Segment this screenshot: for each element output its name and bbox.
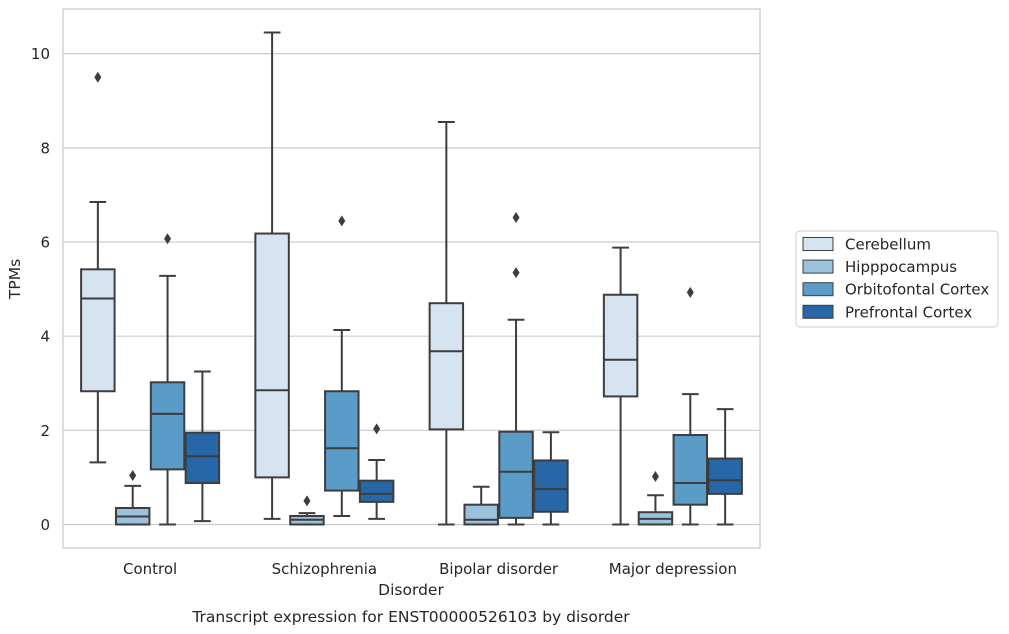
outlier-point bbox=[373, 423, 381, 435]
legend-label: Orbitofontal Cortex bbox=[845, 281, 989, 299]
legend-swatch bbox=[802, 282, 834, 297]
box bbox=[498, 430, 534, 519]
legend-swatch bbox=[802, 259, 834, 274]
box bbox=[358, 479, 395, 503]
legend-label: Prefrontal Cortex bbox=[845, 303, 972, 321]
outlier-point bbox=[338, 215, 346, 227]
legend-swatch bbox=[802, 237, 834, 251]
outlier-point bbox=[512, 267, 520, 279]
x-tick-label: Bipolar disorder bbox=[439, 560, 559, 578]
box bbox=[184, 431, 221, 485]
box bbox=[533, 459, 569, 513]
x-axis-title: Disorder bbox=[378, 581, 444, 599]
box bbox=[602, 293, 639, 398]
box-plot-item bbox=[602, 246, 639, 526]
box-plot-item bbox=[672, 286, 709, 526]
box bbox=[324, 390, 360, 492]
box-plot-item bbox=[533, 431, 569, 526]
box-plot-item bbox=[428, 120, 465, 526]
x-tick-label: Control bbox=[123, 560, 177, 578]
y-tick-label: 10 bbox=[31, 45, 50, 63]
legend-label: Hipppocampus bbox=[845, 258, 957, 276]
legend-frame bbox=[795, 230, 999, 328]
box bbox=[463, 503, 499, 526]
legend-label: Cerebellum bbox=[845, 236, 931, 254]
outlier-point bbox=[651, 470, 659, 482]
box-plot-item bbox=[637, 470, 674, 526]
box-plot-item bbox=[254, 31, 290, 520]
box-plot-item bbox=[358, 423, 395, 520]
outlier-point bbox=[303, 495, 311, 507]
plot-frame bbox=[62, 8, 761, 549]
outlier-point bbox=[512, 212, 520, 224]
box-plot-item bbox=[498, 212, 534, 526]
box-plot-area bbox=[80, 31, 743, 526]
box bbox=[707, 457, 743, 495]
y-tick-label: 2 bbox=[40, 422, 50, 440]
legend-swatch bbox=[802, 304, 834, 319]
box bbox=[672, 434, 709, 506]
box-plot-item bbox=[149, 233, 186, 526]
box bbox=[254, 232, 290, 479]
box bbox=[149, 381, 186, 471]
legend: Cerebellum Hipppocampus Orbitofontal Corte… bbox=[795, 230, 999, 328]
y-tick-label: 8 bbox=[40, 139, 50, 157]
outlier-point bbox=[94, 71, 102, 83]
y-tick-labels: 0 2 4 6 8 10 bbox=[31, 45, 50, 534]
box bbox=[80, 268, 116, 393]
x-tick-label: Schizophrenia bbox=[272, 560, 377, 578]
outlier-point bbox=[686, 286, 694, 298]
chart-caption: Transcript expression for ENST0000052610… bbox=[191, 608, 630, 626]
outlier-point bbox=[129, 470, 137, 482]
box-plot-item bbox=[184, 370, 221, 523]
y-axis-title: TPMs bbox=[6, 259, 24, 300]
box-plot-item bbox=[114, 470, 151, 526]
y-tick-label: 4 bbox=[40, 328, 50, 346]
y-tick-label: 0 bbox=[40, 516, 50, 534]
box bbox=[428, 302, 465, 431]
box-plot-item bbox=[80, 71, 116, 464]
y-tick-label: 6 bbox=[40, 234, 50, 252]
box-plot-item bbox=[463, 485, 499, 526]
box-plot-item bbox=[324, 215, 360, 517]
x-tick-label: Major depression bbox=[609, 560, 737, 578]
box-plot-item bbox=[289, 495, 325, 526]
x-tick-labels: Control Schizophrenia Bipolar disorder Majo… bbox=[123, 560, 737, 578]
outlier-point bbox=[164, 233, 172, 245]
box-plot-item bbox=[707, 408, 743, 526]
